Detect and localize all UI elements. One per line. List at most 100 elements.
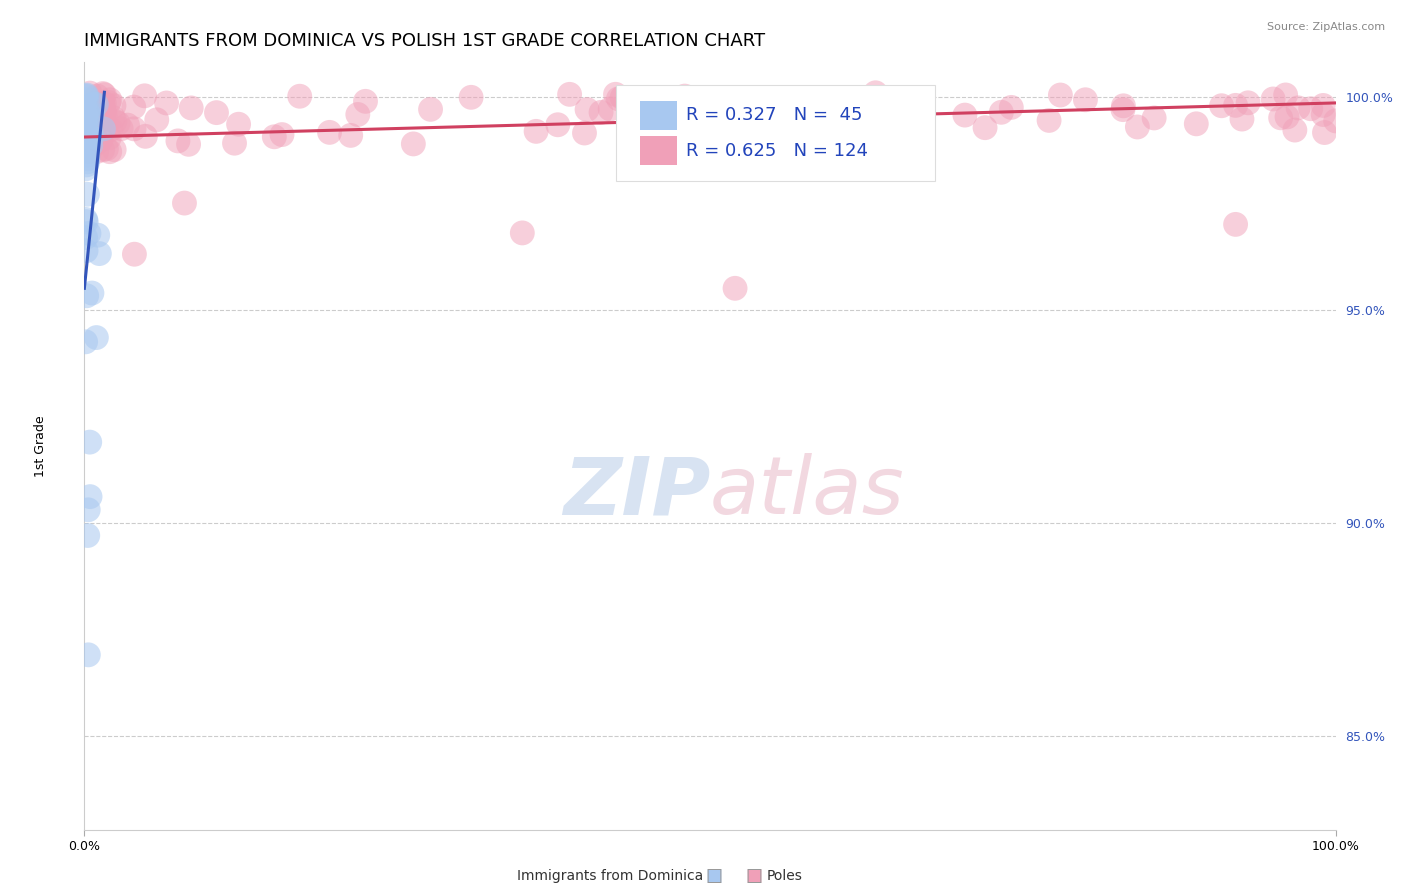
Point	[98, 130, 121, 145]
FancyBboxPatch shape	[640, 101, 678, 130]
Point	[1074, 93, 1097, 107]
Point	[134, 88, 156, 103]
Point	[610, 90, 633, 104]
Point	[547, 118, 569, 132]
Point	[79, 86, 101, 100]
Point	[75, 88, 97, 103]
Point	[80, 104, 103, 119]
Point	[89, 246, 111, 260]
Point	[83, 128, 105, 143]
Point	[104, 114, 127, 128]
Point	[77, 145, 100, 159]
Point	[607, 92, 630, 106]
Point	[82, 102, 104, 116]
Point	[77, 107, 100, 121]
Point	[263, 129, 285, 144]
Text: Poles: Poles	[766, 869, 803, 883]
Point	[80, 126, 103, 140]
Point	[177, 137, 200, 152]
Point	[79, 126, 101, 140]
Point	[75, 103, 97, 118]
Point	[122, 121, 145, 136]
Point	[75, 116, 97, 130]
Point	[80, 138, 103, 153]
Point	[103, 143, 125, 157]
Point	[1230, 112, 1253, 126]
Point	[76, 87, 98, 102]
Point	[1143, 111, 1166, 125]
Point	[76, 138, 98, 153]
Point	[205, 105, 228, 120]
Point	[75, 161, 97, 176]
Point	[672, 126, 695, 140]
Point	[804, 129, 827, 144]
Point	[655, 119, 678, 133]
Point	[98, 145, 121, 159]
Point	[76, 289, 98, 303]
Text: R = 0.625   N = 124: R = 0.625 N = 124	[686, 142, 869, 160]
Point	[862, 95, 884, 109]
Point	[134, 129, 156, 144]
Point	[93, 87, 115, 102]
Point	[86, 145, 108, 159]
Point	[79, 112, 101, 126]
Point	[1225, 98, 1247, 112]
Text: Immigrants from Dominica: Immigrants from Dominica	[517, 869, 703, 883]
Point	[974, 120, 997, 135]
Point	[93, 104, 115, 119]
Point	[94, 109, 117, 123]
Point	[1324, 114, 1347, 128]
Point	[86, 330, 108, 344]
Point	[180, 101, 202, 115]
Point	[1211, 99, 1233, 113]
Point	[75, 110, 97, 124]
Point	[76, 148, 98, 162]
Point	[346, 107, 368, 121]
Point	[173, 196, 195, 211]
Point	[681, 94, 703, 108]
Point	[75, 139, 97, 153]
Text: □: □	[745, 867, 762, 885]
Point	[91, 111, 114, 125]
Point	[117, 118, 139, 132]
Point	[271, 128, 294, 142]
Point	[79, 490, 101, 504]
Point	[80, 116, 103, 130]
Point	[86, 97, 108, 112]
Text: ■: ■	[745, 867, 762, 885]
Text: atlas: atlas	[710, 453, 905, 531]
Point	[167, 134, 190, 148]
Point	[1270, 111, 1292, 125]
Point	[76, 144, 98, 158]
Point	[673, 89, 696, 103]
Point	[76, 92, 98, 106]
Point	[75, 132, 97, 146]
Point	[87, 228, 110, 243]
Point	[75, 89, 97, 103]
Text: Source: ZipAtlas.com: Source: ZipAtlas.com	[1267, 22, 1385, 32]
Point	[75, 214, 97, 228]
Point	[76, 129, 98, 144]
Point	[77, 227, 100, 241]
Point	[1237, 95, 1260, 110]
Point	[402, 136, 425, 151]
Point	[1313, 126, 1336, 140]
Point	[990, 105, 1012, 120]
Point	[1275, 110, 1298, 124]
Point	[574, 126, 596, 140]
Point	[97, 95, 120, 110]
Point	[79, 121, 101, 136]
Point	[1225, 218, 1247, 232]
Point	[75, 109, 97, 123]
Point	[82, 96, 104, 111]
Point	[75, 230, 97, 244]
Point	[86, 89, 108, 103]
Point	[558, 87, 581, 102]
Point	[75, 334, 97, 349]
Point	[75, 212, 97, 227]
Point	[318, 125, 340, 139]
Point	[288, 89, 311, 103]
Point	[354, 95, 377, 109]
Point	[91, 87, 114, 101]
Point	[107, 116, 129, 130]
